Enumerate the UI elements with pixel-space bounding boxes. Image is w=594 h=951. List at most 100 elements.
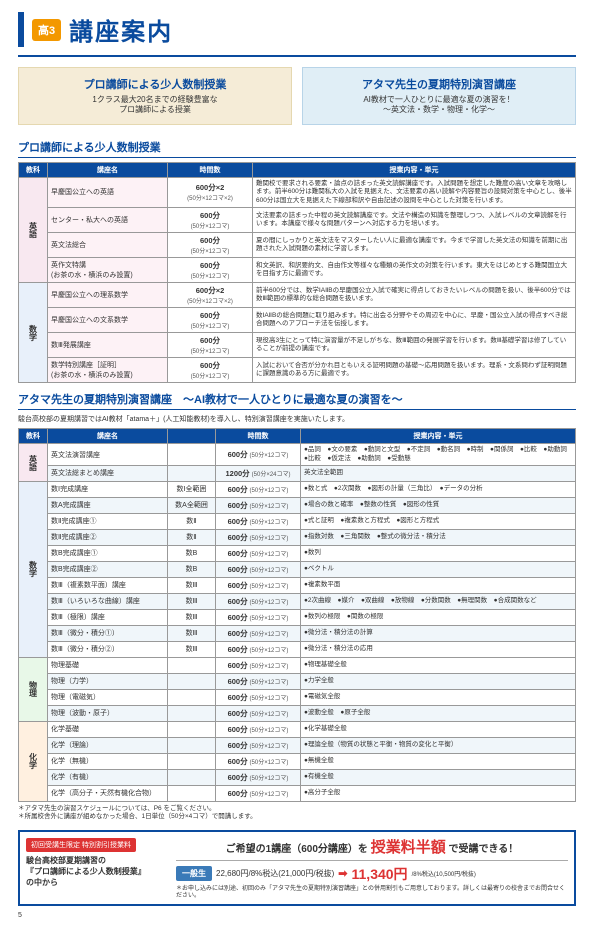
level-cell [168, 753, 216, 769]
desc-cell: ●数列の極限 ●関数の極限 [301, 609, 576, 625]
time-cell: 600分 (50分×12コマ) [216, 673, 301, 689]
time-cell: 600分 (50分×12コマ) [216, 593, 301, 609]
level-cell: 数Ⅲ [168, 641, 216, 657]
table-row: 英語英文法演習講座600分 (50分×12コマ)●品詞 ●文の要素 ●動詞と文型… [19, 444, 576, 466]
page-title: 講座案内 [69, 12, 173, 47]
course-name: センター・私大への英語 [48, 208, 168, 233]
col-header: 時間数 [168, 162, 253, 177]
level-cell [168, 737, 216, 753]
course-name: 化学（有機） [48, 769, 168, 785]
promo-box: 初回受講生限定 特別割引授業料 駿台高校部夏期講習の 『プロ講師による少人数制授… [18, 830, 576, 906]
time-cell: 600分 (50分×12コマ) [216, 444, 301, 466]
level-cell [168, 721, 216, 737]
time-cell: 600分 (50分×12コマ) [216, 481, 301, 497]
desc-cell: 和文英訳、和訳要約文、自由作文等様々な種類の英作文の対策を行います。東大をはじめ… [253, 258, 576, 283]
time-cell: 1200分 (50分×24コマ) [216, 465, 301, 481]
desc-cell: ●指数対数 ●三角関数 ●整式の微分法・積分法 [301, 529, 576, 545]
level-cell [168, 465, 216, 481]
time-cell: 600分 (50分×12コマ) [216, 545, 301, 561]
time-cell: 600分 (50分×12コマ) [216, 561, 301, 577]
page-header: 高3 講座案内 [18, 12, 576, 47]
course-name: 数Ⅲ（複素数平面）講座 [48, 577, 168, 593]
table-row: 数Ⅲ発展講座600分(50分×12コマ)現役高3生にとって特に演習量が不足しがち… [19, 333, 576, 358]
course-name: 数Ⅲ（いろいろな曲線）講座 [48, 593, 168, 609]
table-row: 英文法総まとめ講座 1200分 (50分×24コマ)英文法全範囲 [19, 465, 576, 481]
table-row: 化学（理論）600分 (50分×12コマ)●理論全般（物質の状態と平衡・物質の変… [19, 737, 576, 753]
course-name: 化学（高分子・天然有機化合物） [48, 785, 168, 801]
col-header: 授業内容・単元 [253, 162, 576, 177]
table-row: 数学早慶国公立への理系数学600分×2(50分×12コマ×2)前半600分では、… [19, 283, 576, 308]
table-row: 数Ⅲ（極限）講座数Ⅲ600分 (50分×12コマ)●数列の極限 ●関数の極限 [19, 609, 576, 625]
time-cell: 600分 (50分×12コマ) [216, 609, 301, 625]
time-cell: 600分 (50分×12コマ) [216, 769, 301, 785]
desc-cell: 難関校で要求される要素・論点の詰まった英文読解講座です。入試問題を想定した難度の… [253, 177, 576, 207]
promo-right: ご希望の1講座（600分講座）を 授業料半額 で受講できる！ 一般生 22,68… [170, 832, 574, 904]
desc-cell: ●電磁気全般 [301, 689, 576, 705]
desc-cell: ●力学全般 [301, 673, 576, 689]
level-cell: 数B [168, 561, 216, 577]
price-new: 11,340円 [352, 864, 408, 884]
course-name: 早慶国公立への理系数学 [48, 283, 168, 308]
desc-cell: 英文法全範囲 [301, 465, 576, 481]
course-name: 物理（波動・原子） [48, 705, 168, 721]
course-name: 数Ⅱ完成講座① [48, 513, 168, 529]
level-cell [168, 705, 216, 721]
time-cell: 600分 (50分×12コマ) [216, 641, 301, 657]
level-cell [168, 657, 216, 673]
time-cell: 600分 (50分×12コマ) [216, 785, 301, 801]
section1-title: プロ講師による少人数制授業 [18, 139, 576, 158]
desc-cell: ●波動全般 ●原子全般 [301, 705, 576, 721]
info-right-title: アタマ先生の夏期特別演習講座 [309, 76, 569, 92]
time-cell: 600分 (50分×12コマ) [216, 657, 301, 673]
time-cell: 600分 (50分×12コマ) [216, 513, 301, 529]
info-box-pro: プロ講師による少人数制授業 1クラス最大20名までの経験豊富な プロ講師による授… [18, 67, 292, 125]
table-row: 数Ⅲ（微分・積分②）数Ⅲ600分 (50分×12コマ)●微分法・積分法の応用 [19, 641, 576, 657]
col-header: 時間数 [216, 429, 301, 444]
desc-cell: ●有機全般 [301, 769, 576, 785]
table-row: 数Ⅲ（複素数平面）講座数Ⅲ600分 (50分×12コマ)●複素数平面 [19, 577, 576, 593]
desc-cell: ●物理基礎全般 [301, 657, 576, 673]
desc-cell: ●場合の数と確率 ●整数の性質 ●図形の性質 [301, 497, 576, 513]
info-left-line2: プロ講師による授業 [25, 105, 285, 115]
desc-cell: ●無機全般 [301, 753, 576, 769]
time-cell: 600分×2(50分×12コマ×2) [168, 177, 253, 207]
time-cell: 600分 (50分×12コマ) [216, 705, 301, 721]
col-header: 授業内容・単元 [301, 429, 576, 444]
time-cell: 600分 (50分×12コマ) [216, 721, 301, 737]
level-cell: 数Ⅰ全範囲 [168, 481, 216, 497]
time-cell: 600分 (50分×12コマ) [216, 577, 301, 593]
info-right-line2: ～英文法・数学・物理・化学～ [309, 105, 569, 115]
footnotes: ＊アタマ先生の演習スケジュールについては、P6 をご覧ください。 ＊所属校舎外に… [18, 805, 576, 822]
desc-cell: ●微分法・積分法の計算 [301, 625, 576, 641]
desc-cell: 現役高3生にとって特に演習量が不足しがちな、数Ⅲ範囲の発展学習を行います。数Ⅲ基… [253, 333, 576, 358]
time-cell: 600分 (50分×12コマ) [216, 529, 301, 545]
section2-title: アタマ先生の夏期特別演習講座 ～AI教材で一人ひとりに最適な夏の演習を～ [18, 391, 576, 410]
grade-badge: 高3 [32, 19, 61, 41]
course-name: 数Ⅰ完成講座 [48, 481, 168, 497]
course-name: 早慶国公立への英語 [48, 177, 168, 207]
desc-cell: ●2次曲線 ●媒介 ●双曲線 ●放物線 ●分数関数 ●無理関数 ●合成関数など [301, 593, 576, 609]
desc-cell: ●化学基礎全般 [301, 721, 576, 737]
info-left-title: プロ講師による少人数制授業 [25, 76, 285, 92]
table-row: 化学化学基礎600分 (50分×12コマ)●化学基礎全般 [19, 721, 576, 737]
desc-cell: ●微分法・積分法の応用 [301, 641, 576, 657]
course-name: 英文法総まとめ講座 [48, 465, 168, 481]
course-name: 物理（電磁気） [48, 689, 168, 705]
desc-cell: ●数列 [301, 545, 576, 561]
promo-l3: の中から [26, 878, 58, 887]
subject-cell: 物理 [19, 657, 48, 721]
price-row: 一般生 22,680円/8%税込(21,000円/税抜) ➡ 11,340円 /… [176, 864, 568, 884]
table-row: 数Ⅱ完成講座②数Ⅱ600分 (50分×12コマ)●指数対数 ●三角関数 ●整式の… [19, 529, 576, 545]
desc-cell: 前半600分では、数学ⅠAⅡBの早慶国公立入試で確実に得点しておきたいレベルの問… [253, 283, 576, 308]
time-cell: 600分(50分×12コマ) [168, 333, 253, 358]
desc-cell: ●高分子全般 [301, 785, 576, 801]
promo-h1: ご希望の1講座（600分講座）を [226, 844, 368, 855]
level-cell: 数Ⅱ [168, 513, 216, 529]
course-name: 数Ⅲ発展講座 [48, 333, 168, 358]
level-cell [168, 444, 216, 466]
subject-cell: 数学 [19, 283, 48, 383]
table-row: 英語早慶国公立への英語600分×2(50分×12コマ×2)難関校で要求される要素… [19, 177, 576, 207]
level-cell [168, 785, 216, 801]
foot2: ＊所属校舎外に講座が組めなかった場合、1日単位（50分×4コマ）で開講します。 [18, 813, 576, 821]
table-row: 数Ⅱ完成講座①数Ⅱ600分 (50分×12コマ)●式と証明 ●複素数と方程式 ●… [19, 513, 576, 529]
